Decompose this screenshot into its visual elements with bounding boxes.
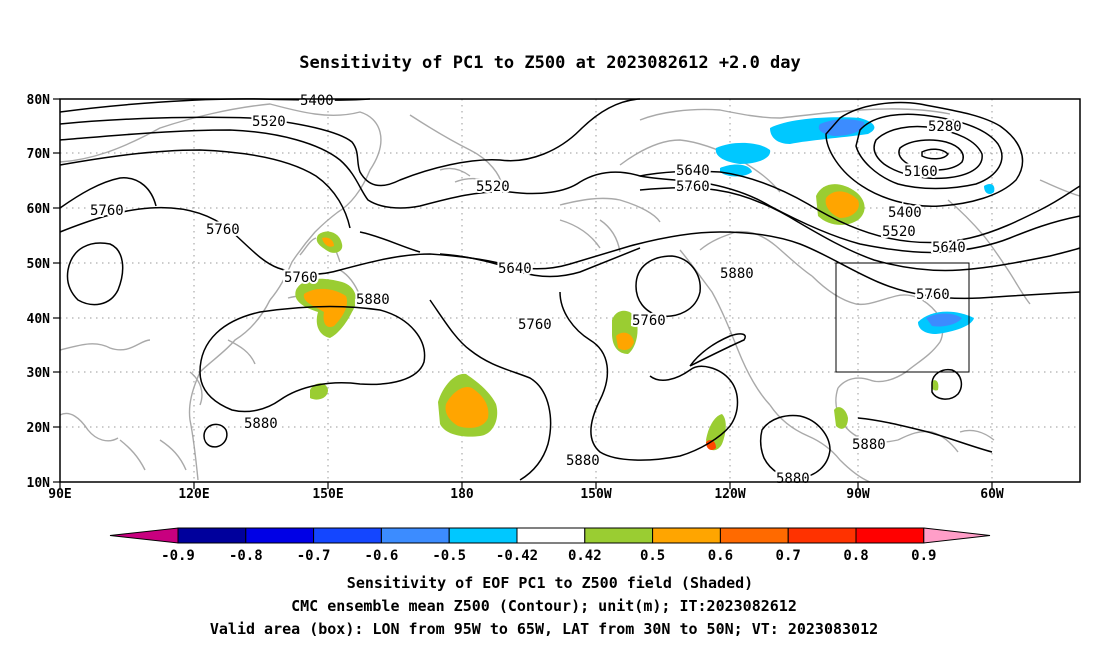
lon-tick-label: 90E [48, 487, 71, 502]
lat-tick-label: 60N [27, 202, 51, 217]
contour-label: 5640 [932, 240, 966, 256]
lon-tick-label: 150W [580, 487, 611, 502]
lat-tick-label: 30N [27, 366, 51, 381]
valid-area-box [835, 262, 970, 373]
colorbar-segment [855, 527, 925, 544]
colorbar-tick-label: 0.42 [568, 548, 602, 564]
colorbar-segment [245, 527, 315, 544]
contour-label: 5400 [300, 93, 334, 109]
lon-tick-label: 90W [846, 487, 870, 502]
map-panel: 5400 5520 5280 5160 5520 5640 5760 5400 … [53, 91, 1081, 489]
colorbar-tick-label: 0.9 [911, 548, 936, 564]
contour-label: 5760 [632, 313, 666, 329]
colorbar-segment [652, 527, 721, 544]
colorbar-tick-label: 0.7 [776, 548, 801, 564]
latitude-labels: 80N 70N 60N 50N 40N 30N 20N 10N [27, 93, 51, 491]
contour-label: 5880 [776, 471, 810, 487]
contour-label: 5760 [206, 222, 240, 238]
sensitivity-shading [295, 117, 995, 451]
colorbar-tick-label: 0.8 [843, 548, 868, 564]
caption-valid-area: Valid area (box): LON from 95W to 65W, L… [210, 620, 878, 638]
contour-label: 5520 [252, 114, 286, 130]
tick-marks [53, 98, 993, 489]
colorbar-segment [584, 527, 654, 544]
contour-labels: 5400 5520 5280 5160 5520 5640 5760 5400 … [88, 91, 968, 489]
colorbar-segment [516, 527, 586, 544]
contour-label: 5280 [928, 119, 962, 135]
map-title: Sensitivity of PC1 to Z500 at 2023082612… [299, 53, 801, 73]
colorbar-segment [380, 527, 450, 544]
colorbar-tick-label: -0.42 [496, 548, 538, 564]
colorbar-tick-label: -0.6 [365, 548, 399, 564]
colorbar-tick-label: -0.9 [161, 548, 195, 564]
contour-label: 5160 [904, 164, 938, 180]
colorbar-segment [719, 527, 789, 544]
contour-label: 5760 [284, 270, 318, 286]
contour-label: 5640 [676, 163, 710, 179]
contour-label: 5640 [498, 261, 532, 277]
colorbar-tick-label: -0.8 [229, 548, 263, 564]
lon-tick-label: 120E [178, 487, 209, 502]
colorbar-segment [177, 527, 247, 544]
colorbar-segment [448, 527, 518, 544]
contour-label: 5520 [476, 179, 510, 195]
z500-contours [59, 98, 1081, 481]
map-background [60, 99, 1080, 482]
contour-label: 5880 [566, 453, 600, 469]
colorbar-tick-label: 0.5 [640, 548, 665, 564]
lat-tick-label: 10N [27, 476, 51, 491]
contour-label: 5760 [916, 287, 950, 303]
lat-tick-label: 80N [27, 93, 51, 108]
contour-label: 5760 [676, 179, 710, 195]
lon-tick-label: 180 [450, 487, 474, 502]
contour-label: 5880 [852, 437, 886, 453]
colorbar-labels: -0.9 -0.8 -0.7 -0.6 -0.5 -0.42 0.42 0.5 0.6 0.7 0.… [161, 548, 936, 564]
colorbar [109, 527, 991, 544]
colorbar-segment [787, 527, 857, 544]
map-frame [59, 98, 1081, 483]
contour-label: 5760 [90, 203, 124, 219]
lon-tick-label: 60W [980, 487, 1004, 502]
contour-label: 5880 [356, 292, 390, 308]
colorbar-max-arrow [923, 527, 991, 544]
lat-tick-label: 50N [27, 257, 51, 272]
contour-label: 5760 [518, 317, 552, 333]
lon-tick-label: 120W [714, 487, 745, 502]
colorbar-min-arrow [109, 527, 179, 544]
colorbar-tick-label: 0.6 [708, 548, 733, 564]
contour-label: 5400 [888, 205, 922, 221]
caption-contour: CMC ensemble mean Z500 (Contour); unit(m… [291, 597, 797, 615]
longitude-labels: 90E 120E 150E 180 150W 120W 90W 60W [48, 487, 1004, 502]
lat-tick-label: 70N [27, 147, 51, 162]
colorbar-segment [313, 527, 382, 544]
lat-tick-label: 40N [27, 312, 51, 327]
contour-label: 5880 [720, 266, 754, 282]
caption-shaded: Sensitivity of EOF PC1 to Z500 field (Sh… [347, 574, 753, 592]
contour-label: 5520 [882, 224, 916, 240]
colorbar-tick-label: -0.7 [297, 548, 331, 564]
colorbar-tick-label: -0.5 [432, 548, 466, 564]
lat-tick-label: 20N [27, 421, 51, 436]
lon-tick-label: 150E [312, 487, 343, 502]
contour-label: 5880 [244, 416, 278, 432]
